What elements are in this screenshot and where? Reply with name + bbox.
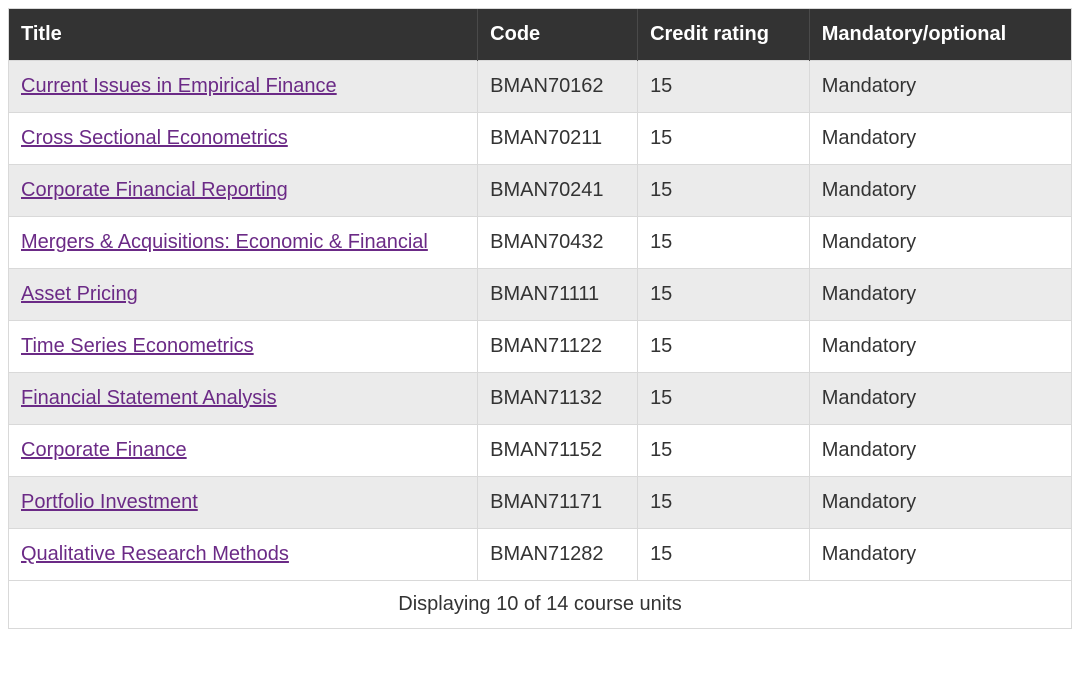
cell-title: Qualitative Research Methods [9,529,478,581]
course-title-link[interactable]: Corporate Finance [21,439,187,461]
course-title-link[interactable]: Mergers & Acquisitions: Economic & Finan… [21,231,428,253]
cell-title: Portfolio Investment [9,477,478,529]
course-title-link[interactable]: Time Series Econometrics [21,335,254,357]
cell-code: BMAN70162 [478,61,638,113]
cell-title: Corporate Finance [9,425,478,477]
cell-credit: 15 [638,269,810,321]
cell-code: BMAN71132 [478,373,638,425]
cell-credit: 15 [638,477,810,529]
table-row: Asset Pricing BMAN7111115Mandatory [9,269,1071,321]
table-row: Mergers & Acquisitions: Economic & Finan… [9,217,1071,269]
column-header-code[interactable]: Code [478,9,638,61]
cell-credit: 15 [638,61,810,113]
course-title-link[interactable]: Financial Statement Analysis [21,387,277,409]
cell-title: Financial Statement Analysis [9,373,478,425]
cell-title: Time Series Econometrics [9,321,478,373]
cell-credit: 15 [638,529,810,581]
cell-credit: 15 [638,217,810,269]
cell-credit: 15 [638,373,810,425]
table-row: Current Issues in Empirical Finance BMAN7… [9,61,1071,113]
cell-code: BMAN71171 [478,477,638,529]
cell-title: Corporate Financial Reporting [9,165,478,217]
course-title-link[interactable]: Portfolio Investment [21,491,198,513]
course-title-link[interactable]: Asset Pricing [21,283,138,305]
column-header-mandatory[interactable]: Mandatory/optional [809,9,1071,61]
cell-title: Asset Pricing [9,269,478,321]
column-header-title[interactable]: Title [9,9,478,61]
table-row: Corporate Finance BMAN7115215Mandatory [9,425,1071,477]
cell-title: Cross Sectional Econometrics [9,113,478,165]
table-body: Current Issues in Empirical Finance BMAN7… [9,61,1071,581]
column-header-credit[interactable]: Credit rating [638,9,810,61]
cell-status: Mandatory [809,373,1071,425]
cell-status: Mandatory [809,217,1071,269]
cell-status: Mandatory [809,113,1071,165]
cell-status: Mandatory [809,529,1071,581]
cell-title: Current Issues in Empirical Finance [9,61,478,113]
course-title-link[interactable]: Qualitative Research Methods [21,543,289,565]
cell-status: Mandatory [809,269,1071,321]
table-footer-text: Displaying 10 of 14 course units [9,581,1071,629]
cell-code: BMAN70432 [478,217,638,269]
course-title-link[interactable]: Cross Sectional Econometrics [21,127,288,149]
cell-status: Mandatory [809,165,1071,217]
cell-code: BMAN71111 [478,269,638,321]
table-header: Title Code Credit rating Mandatory/optio… [9,9,1071,61]
course-title-link[interactable]: Current Issues in Empirical Finance [21,75,337,97]
cell-status: Mandatory [809,321,1071,373]
cell-status: Mandatory [809,425,1071,477]
cell-code: BMAN71152 [478,425,638,477]
cell-code: BMAN71282 [478,529,638,581]
cell-code: BMAN71122 [478,321,638,373]
cell-credit: 15 [638,165,810,217]
cell-credit: 15 [638,425,810,477]
table-row: Time Series Econometrics BMAN7112215Manda… [9,321,1071,373]
course-title-link[interactable]: Corporate Financial Reporting [21,179,288,201]
table-row: Cross Sectional Econometrics BMAN7021115M… [9,113,1071,165]
cell-status: Mandatory [809,61,1071,113]
course-units-table: Title Code Credit rating Mandatory/optio… [9,9,1071,628]
cell-status: Mandatory [809,477,1071,529]
table-row: Corporate Financial Reporting BMAN7024115… [9,165,1071,217]
cell-credit: 15 [638,113,810,165]
cell-code: BMAN70241 [478,165,638,217]
course-units-table-wrap: Title Code Credit rating Mandatory/optio… [8,8,1072,629]
table-row: Financial Statement Analysis BMAN7113215M… [9,373,1071,425]
cell-credit: 15 [638,321,810,373]
cell-title: Mergers & Acquisitions: Economic & Finan… [9,217,478,269]
table-row: Qualitative Research Methods BMAN7128215M… [9,529,1071,581]
cell-code: BMAN70211 [478,113,638,165]
table-row: Portfolio Investment BMAN7117115Mandatory [9,477,1071,529]
